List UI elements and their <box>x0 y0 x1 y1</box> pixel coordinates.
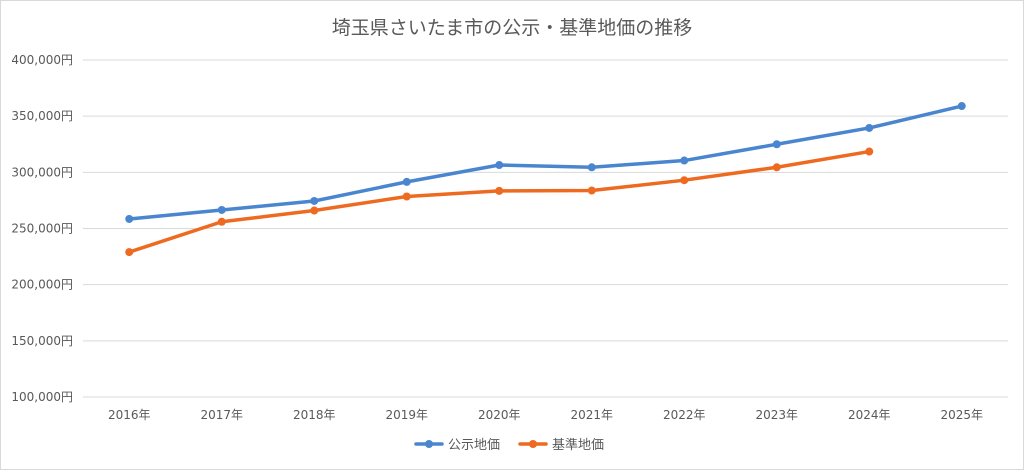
data-point <box>957 102 966 111</box>
x-tick-label: 2018年 <box>293 408 336 422</box>
legend-marker <box>425 440 433 448</box>
data-point <box>217 205 226 214</box>
data-point <box>495 186 504 195</box>
data-point <box>217 217 226 226</box>
y-tick-label: 100,000円 <box>11 390 73 404</box>
y-tick-label: 300,000円 <box>11 165 73 179</box>
x-tick-label: 2019年 <box>385 408 428 422</box>
data-point <box>772 140 781 149</box>
x-tick-label: 2024年 <box>848 408 891 422</box>
data-point <box>587 186 596 195</box>
x-tick-label: 2021年 <box>570 408 613 422</box>
data-point <box>680 156 689 165</box>
x-tick-label: 2025年 <box>940 408 983 422</box>
x-tick-label: 2017年 <box>200 408 243 422</box>
data-point <box>402 177 411 186</box>
chart-title: 埼玉県さいたま市の公示・基準地価の推移 <box>331 17 693 39</box>
legend-label: 公示地価 <box>448 438 500 453</box>
legend-marker <box>529 440 537 448</box>
data-point <box>772 163 781 172</box>
y-tick-label: 200,000円 <box>11 278 73 292</box>
y-tick-label: 400,000円 <box>11 53 73 67</box>
data-point <box>402 192 411 201</box>
y-tick-label: 350,000円 <box>11 109 73 123</box>
data-point <box>680 176 689 185</box>
x-tick-label: 2020年 <box>478 408 521 422</box>
x-tick-label: 2023年 <box>755 408 798 422</box>
y-tick-label: 250,000円 <box>11 222 73 236</box>
x-tick-label: 2022年 <box>663 408 706 422</box>
series-line <box>127 104 964 221</box>
data-point <box>865 123 874 132</box>
data-point <box>310 196 319 205</box>
data-point <box>310 206 319 215</box>
data-point <box>495 161 504 170</box>
data-point <box>125 248 134 257</box>
data-point <box>125 214 134 223</box>
data-point <box>587 163 596 172</box>
data-point <box>865 147 874 156</box>
legend-label: 基準地価 <box>552 437 604 453</box>
x-tick-label: 2016年 <box>108 408 151 422</box>
y-tick-label: 150,000円 <box>11 334 73 348</box>
